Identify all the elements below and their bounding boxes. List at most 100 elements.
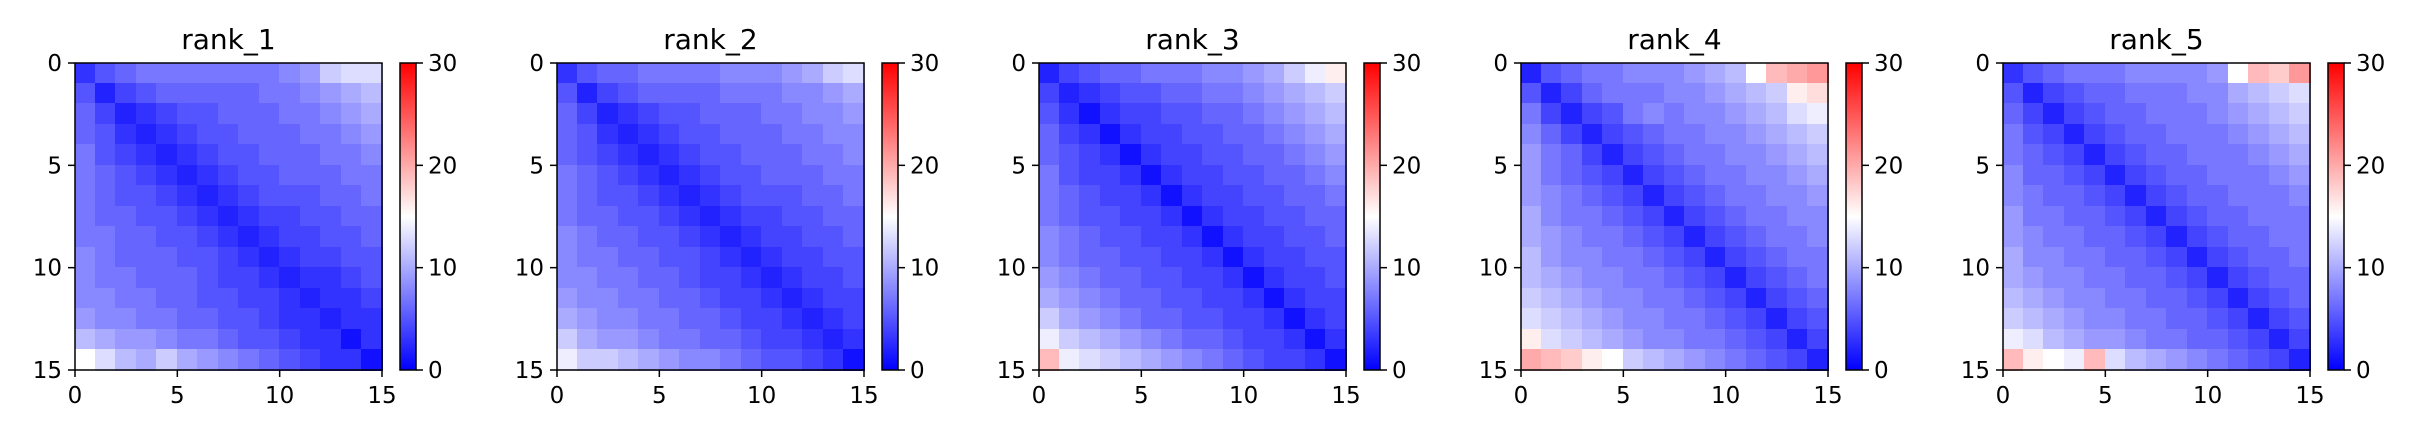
heatmap-cell — [802, 144, 824, 166]
heatmap-cell — [1079, 349, 1101, 371]
heatmap-cell — [2023, 206, 2044, 227]
y-tick-label: 10 — [1961, 256, 1990, 282]
heatmap-cell — [1182, 144, 1203, 166]
heatmap-cell — [2146, 226, 2167, 248]
heatmap-cell — [1161, 288, 1183, 309]
heatmap-cell — [802, 63, 824, 84]
heatmap-cell — [1725, 185, 1747, 207]
heatmap-cell — [279, 349, 301, 371]
heatmap-cell — [1684, 288, 1706, 309]
y-tick-label: 0 — [1011, 51, 1026, 77]
heatmap-cell — [1059, 165, 1080, 186]
heatmap-cell — [1039, 308, 1060, 330]
heatmap-cell — [1746, 144, 1767, 166]
heatmap-cell — [1120, 144, 1142, 166]
x-tick-label: 0 — [1514, 383, 1529, 409]
heatmap-cell — [1264, 63, 1285, 84]
heatmap-cell — [720, 63, 742, 84]
x-tick-label: 15 — [2295, 383, 2324, 409]
heatmap-cell — [659, 165, 680, 186]
heatmap-cell — [361, 226, 383, 248]
chart-title: rank_2 — [663, 23, 757, 56]
heatmap-cell — [1602, 247, 1624, 268]
heatmap-cell — [1039, 349, 1060, 371]
heatmap-cell — [1305, 247, 1326, 268]
heatmap-cell — [279, 288, 301, 309]
heatmap-cell — [2146, 206, 2167, 227]
heatmap-cell — [577, 329, 598, 350]
heatmap-cell — [238, 185, 260, 207]
heatmap-cell — [761, 288, 783, 309]
heatmap-cell — [1059, 103, 1080, 125]
heatmap-cell — [197, 63, 219, 84]
heatmap-cell — [1766, 267, 1788, 289]
heatmap-cell — [1561, 329, 1583, 350]
heatmap-cell — [1684, 124, 1706, 145]
heatmap-cell — [1725, 63, 1747, 84]
heatmap-cell — [2248, 349, 2270, 371]
heatmap-cell — [2248, 267, 2270, 289]
heatmap-cell — [741, 144, 762, 166]
heatmap-cell — [136, 226, 157, 248]
heatmap-cell — [1766, 329, 1788, 350]
heatmap-cell — [1202, 247, 1224, 268]
heatmap-cell — [659, 247, 680, 268]
heatmap-cell — [300, 165, 321, 186]
heatmap-cell — [618, 247, 639, 268]
heatmap-cell — [2105, 349, 2126, 371]
heatmap-cell — [557, 226, 578, 248]
heatmap-cell — [1746, 185, 1767, 207]
heatmap-cell — [1202, 288, 1224, 309]
heatmap-cell — [75, 83, 96, 104]
heatmap-cell — [1305, 63, 1326, 84]
heatmap-cell — [823, 124, 844, 145]
heatmap-cell — [1182, 288, 1203, 309]
heatmap-cell — [1807, 329, 1829, 350]
colorbar-tick-label: 0 — [1874, 358, 1889, 384]
heatmap-cell — [259, 83, 280, 104]
heatmap-cell — [557, 165, 578, 186]
heatmap-cell — [1202, 63, 1224, 84]
heatmap-cell — [2166, 63, 2188, 84]
colorbar-tick-label: 20 — [428, 153, 457, 179]
heatmap-cell — [95, 329, 116, 350]
colorbar: 0 10 20 30 — [881, 51, 939, 384]
heatmap-cell — [1746, 308, 1767, 330]
heatmap-cell — [843, 288, 865, 309]
heatmap-cell — [1643, 226, 1665, 248]
heatmap-cell — [1541, 308, 1562, 330]
heatmap-cell — [361, 288, 383, 309]
heatmap-cell — [2166, 206, 2188, 227]
heatmap-cell — [1223, 124, 1244, 145]
heatmap-cell — [1100, 103, 1121, 125]
heatmap-cell — [95, 144, 116, 166]
heatmap-cell — [1325, 288, 1347, 309]
heatmap-cell — [2248, 206, 2270, 227]
heatmap-cell — [2023, 124, 2044, 145]
heatmap-cell — [1059, 83, 1080, 104]
heatmap-cell — [761, 247, 783, 268]
colorbar-tick-label: 10 — [1874, 256, 1903, 282]
heatmap-cell — [2289, 267, 2311, 289]
heatmap-cell — [341, 349, 362, 371]
heatmap-cell — [1725, 288, 1747, 309]
heatmap-cell — [741, 165, 762, 186]
heatmap-cell — [2289, 124, 2311, 145]
heatmap-cell — [1521, 206, 1542, 227]
heatmap-cell — [156, 144, 178, 166]
heatmap-cell — [1264, 165, 1285, 186]
heatmap-cell — [1807, 144, 1829, 166]
heatmap-cell — [1705, 63, 1726, 84]
heatmap-cell — [1623, 63, 1644, 84]
heatmap-cell — [115, 103, 137, 125]
heatmap-cell — [2207, 308, 2229, 330]
heatmap-cell — [1202, 144, 1224, 166]
heatmap-cell — [843, 329, 865, 350]
heatmap-cell — [1243, 103, 1265, 125]
heatmap-cell — [197, 206, 219, 227]
colorbar-tick-label: 30 — [428, 51, 457, 77]
heatmap-cell — [1325, 206, 1347, 227]
heatmap-cell — [320, 308, 342, 330]
heatmap-cell — [679, 144, 701, 166]
heatmap-cell — [1705, 206, 1726, 227]
